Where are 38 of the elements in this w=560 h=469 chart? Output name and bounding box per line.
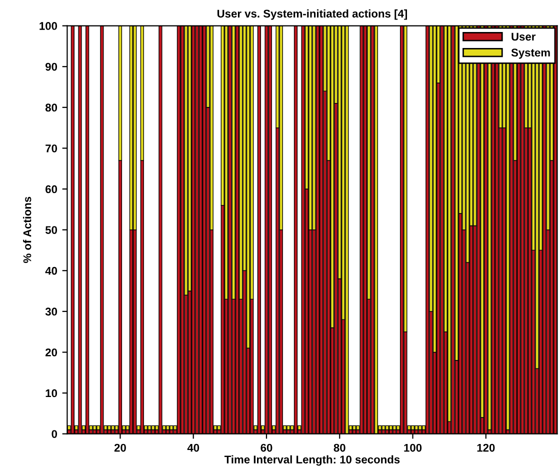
- bar: [392, 425, 396, 430]
- y-tick-label: 80: [45, 104, 58, 112]
- bar: [389, 425, 393, 430]
- x-tick-label: 80: [334, 444, 346, 452]
- legend-label: User: [512, 32, 536, 41]
- bar: [170, 425, 174, 430]
- y-tick-label: 70: [46, 144, 58, 152]
- x-tick-label: 60: [260, 444, 272, 452]
- bar: [166, 425, 170, 430]
- bar: [286, 425, 290, 430]
- y-tick-label: 20: [46, 348, 58, 356]
- y-tick-label: 50: [45, 226, 58, 234]
- bar: [352, 425, 356, 430]
- x-tick-label: 120: [477, 444, 495, 452]
- y-tick-label: 90: [46, 62, 58, 71]
- x-tick-label: 20: [114, 444, 126, 452]
- y-tick-label: 30: [45, 308, 58, 316]
- chart-title: User vs. System-initiated actions [4]: [217, 9, 407, 20]
- y-tick-label: 0: [52, 430, 58, 438]
- bar: [410, 425, 415, 430]
- bar: [382, 425, 386, 430]
- x-axis-title: Time Interval Length: 10 seconds: [224, 455, 400, 466]
- bar: [92, 425, 96, 430]
- x-tick-label: 40: [187, 444, 200, 452]
- y-tick-label: 40: [45, 266, 58, 275]
- y-tick-label: 100: [40, 22, 58, 30]
- bar: [107, 425, 112, 430]
- legend-label: System: [511, 48, 550, 59]
- bar: [148, 425, 152, 430]
- y-tick-label: 10: [46, 389, 58, 398]
- x-tick-label: 100: [404, 444, 422, 452]
- y-axis-title: % of Actions: [23, 196, 32, 263]
- bar: [418, 425, 422, 430]
- y-tick-label: 60: [46, 185, 58, 194]
- bar: [414, 425, 418, 430]
- bar: [385, 425, 389, 430]
- bar: [151, 425, 155, 430]
- bar: [111, 425, 115, 430]
